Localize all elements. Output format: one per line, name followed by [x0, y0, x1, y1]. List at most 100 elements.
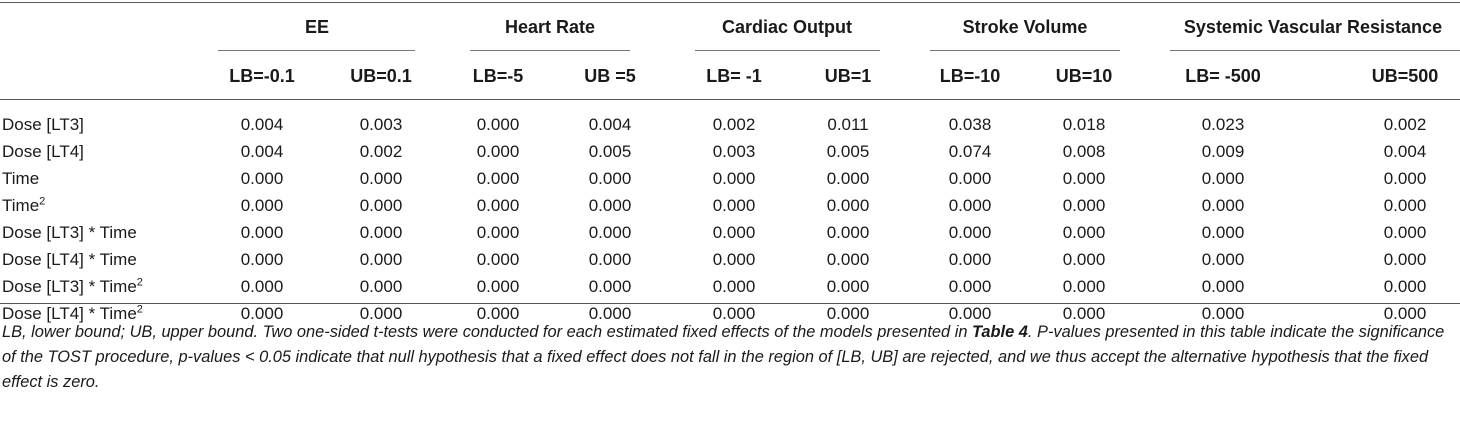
table-cell: 0.000 [826, 277, 870, 296]
table-cell: 0.000 [826, 196, 870, 215]
table-cell: 0.004 [240, 115, 284, 134]
table-cell: 0.005 [826, 142, 870, 161]
top-rule [0, 2, 1460, 3]
row-label-text: Dose [LT3] * Time [2, 223, 137, 242]
table-cell: 0.000 [712, 196, 756, 215]
table-cell: 0.000 [1383, 277, 1427, 296]
table-cell: 0.003 [712, 142, 756, 161]
table-cell: 0.000 [1201, 223, 1245, 242]
table-cell: 0.000 [712, 277, 756, 296]
table-cell: 0.000 [1383, 304, 1427, 323]
group-underline [470, 50, 630, 51]
group-header: Stroke Volume [962, 17, 1088, 37]
table-cell: 0.000 [476, 169, 520, 188]
row-label: Dose [LT3] [2, 115, 84, 135]
table-cell: 0.000 [588, 223, 632, 242]
table-cell: 0.000 [1062, 196, 1106, 215]
table-cell: 0.000 [476, 142, 520, 161]
row-label-text: Dose [LT4] * Time [2, 304, 137, 323]
group-underline [930, 50, 1120, 51]
group-header: Heart Rate [504, 17, 596, 37]
table-cell: 0.000 [359, 250, 403, 269]
row-label-text: Dose [LT3] * Time [2, 277, 137, 296]
table-cell: 0.000 [1201, 250, 1245, 269]
table-cell: 0.000 [1201, 196, 1245, 215]
table-cell: 0.000 [826, 250, 870, 269]
row-label-text: Time [2, 196, 40, 215]
table-cell: 0.008 [1062, 142, 1106, 161]
table-cell: 0.009 [1201, 142, 1245, 161]
table-cell: 0.000 [476, 196, 520, 215]
row-label-exponent: 2 [136, 303, 143, 316]
table-cell: 0.005 [588, 142, 632, 161]
table-cell: 0.000 [1383, 223, 1427, 242]
table-cell: 0.000 [240, 223, 284, 242]
footnote-table-ref: Table 4 [972, 323, 1028, 341]
table-cell: 0.002 [1383, 115, 1427, 134]
table-cell: 0.000 [948, 277, 992, 296]
table-cell: 0.000 [1062, 304, 1106, 323]
table-cell: 0.003 [359, 115, 403, 134]
table-cell: 0.000 [1201, 169, 1245, 188]
row-label: Dose [LT4] * Time2 [2, 304, 143, 324]
row-label: Dose [LT3] * Time [2, 223, 137, 243]
bound-header: LB=-10 [939, 66, 1001, 86]
bound-header: LB=-0.1 [229, 66, 295, 86]
group-header: EE [304, 17, 330, 37]
row-label: Time [2, 169, 39, 189]
table-cell: 0.000 [948, 223, 992, 242]
table-cell: 0.000 [1383, 196, 1427, 215]
bound-header: LB= -500 [1185, 66, 1261, 86]
table-cell: 0.023 [1201, 115, 1245, 134]
row-label-exponent: 2 [39, 195, 46, 208]
table-cell: 0.018 [1062, 115, 1106, 134]
table-cell: 0.002 [712, 115, 756, 134]
table-cell: 0.000 [588, 304, 632, 323]
table-cell: 0.000 [1062, 277, 1106, 296]
row-label-text: Dose [LT4] [2, 142, 84, 161]
row-label-text: Dose [LT3] [2, 115, 84, 134]
table-cell: 0.000 [359, 277, 403, 296]
table-cell: 0.000 [1383, 250, 1427, 269]
row-label: Dose [LT3] * Time2 [2, 277, 143, 297]
table-cell: 0.000 [1062, 169, 1106, 188]
table-cell: 0.000 [240, 250, 284, 269]
row-label: Dose [LT4] [2, 142, 84, 162]
table-cell: 0.002 [359, 142, 403, 161]
footnote-text-2: . P-values presented in this table indic… [2, 323, 1445, 391]
table-cell: 0.000 [948, 304, 992, 323]
bound-header: LB=-5 [472, 66, 524, 86]
bound-header: UB=1 [824, 66, 872, 86]
table-cell: 0.000 [359, 169, 403, 188]
table-cell: 0.000 [712, 223, 756, 242]
bound-header: UB=500 [1371, 66, 1439, 86]
table-cell: 0.000 [240, 304, 284, 323]
row-label-text: Dose [LT4] * Time [2, 250, 137, 269]
bound-header: UB=10 [1055, 66, 1113, 86]
table-cell: 0.000 [476, 223, 520, 242]
table-cell: 0.038 [948, 115, 992, 134]
table-cell: 0.000 [476, 115, 520, 134]
table-footnote: LB, lower bound; UB, upper bound. Two on… [2, 320, 1457, 395]
table-cell: 0.000 [826, 304, 870, 323]
group-header: Cardiac Output [721, 17, 853, 37]
table-cell: 0.000 [359, 196, 403, 215]
table-cell: 0.000 [476, 277, 520, 296]
table-cell: 0.000 [712, 250, 756, 269]
bound-header: UB =5 [584, 66, 636, 86]
group-underline [1170, 50, 1460, 51]
table-cell: 0.011 [827, 115, 869, 134]
table-cell: 0.000 [588, 169, 632, 188]
table-cell: 0.000 [588, 277, 632, 296]
table-cell: 0.074 [948, 142, 992, 161]
bottom-rule [0, 303, 1460, 304]
group-underline [695, 50, 880, 51]
table-cell: 0.000 [1383, 169, 1427, 188]
footnote-text: LB, lower bound; UB, upper bound. Two on… [2, 323, 973, 341]
table-cell: 0.000 [476, 304, 520, 323]
table-cell: 0.000 [948, 196, 992, 215]
bound-header: LB= -1 [706, 66, 762, 86]
table-cell: 0.000 [712, 169, 756, 188]
table-cell: 0.004 [588, 115, 632, 134]
row-label-text: Time [2, 169, 40, 188]
